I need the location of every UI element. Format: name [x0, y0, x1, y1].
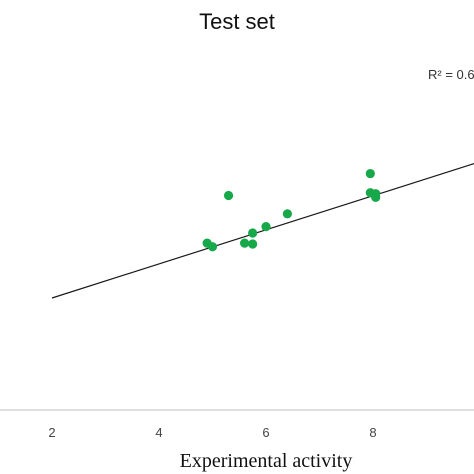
x-tick-label: 6	[262, 425, 269, 440]
x-tick-label: 4	[155, 425, 162, 440]
x-tick-label: 8	[369, 425, 376, 440]
data-point	[240, 238, 250, 248]
x-tick-label: 2	[48, 425, 55, 440]
data-point	[261, 222, 271, 232]
data-point	[223, 190, 234, 201]
r-squared-annotation: R² = 0.6	[428, 67, 474, 82]
data-point	[282, 209, 292, 219]
data-points	[202, 168, 381, 252]
data-point	[207, 242, 218, 252]
x-tick-labels: 24681	[48, 425, 376, 440]
chart-title: Test set	[199, 9, 275, 34]
data-point	[248, 239, 258, 249]
data-point	[248, 228, 258, 238]
data-point	[365, 168, 375, 179]
data-point	[371, 192, 381, 202]
x-axis-label: Experimental activity	[180, 450, 353, 472]
